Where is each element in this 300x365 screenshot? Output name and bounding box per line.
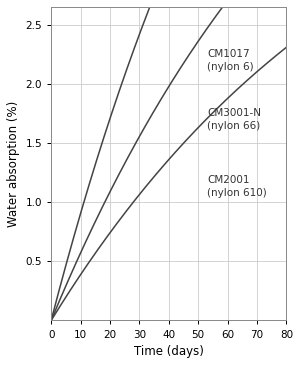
X-axis label: Time (days): Time (days) [134,345,204,358]
Y-axis label: Water absorption (%): Water absorption (%) [7,101,20,227]
Text: CM3001-N
(nylon 66): CM3001-N (nylon 66) [207,108,261,131]
Text: CM1017
(nylon 6): CM1017 (nylon 6) [207,49,254,72]
Text: CM2001
(nylon 610): CM2001 (nylon 610) [207,175,267,199]
